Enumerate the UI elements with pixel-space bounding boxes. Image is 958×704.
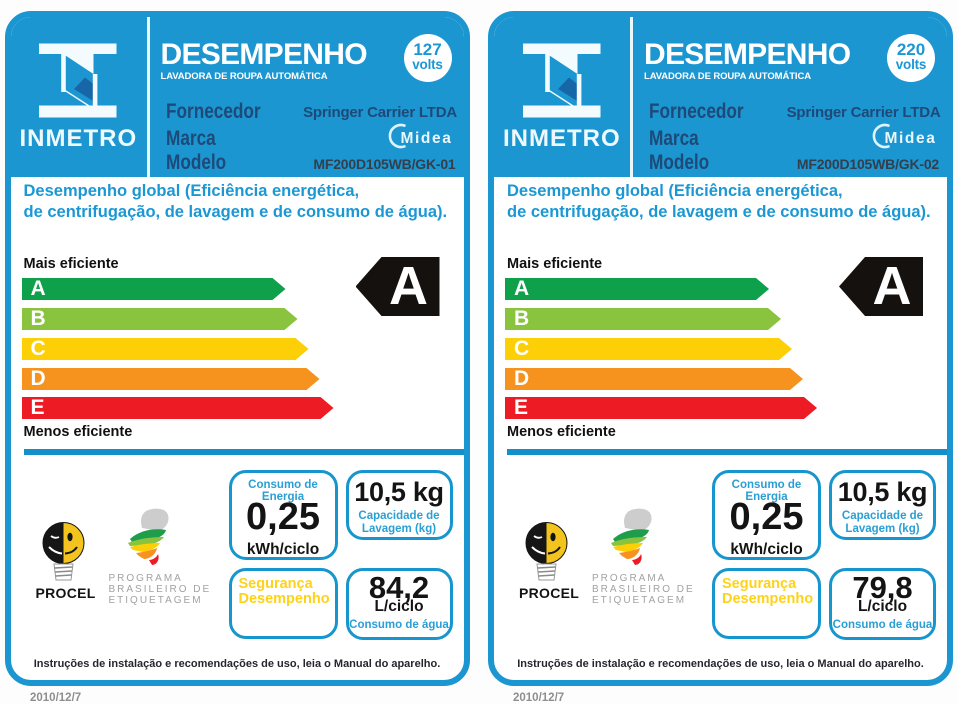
svg-text:Midea: Midea	[401, 130, 453, 147]
svg-text:Midea: Midea	[884, 130, 936, 147]
